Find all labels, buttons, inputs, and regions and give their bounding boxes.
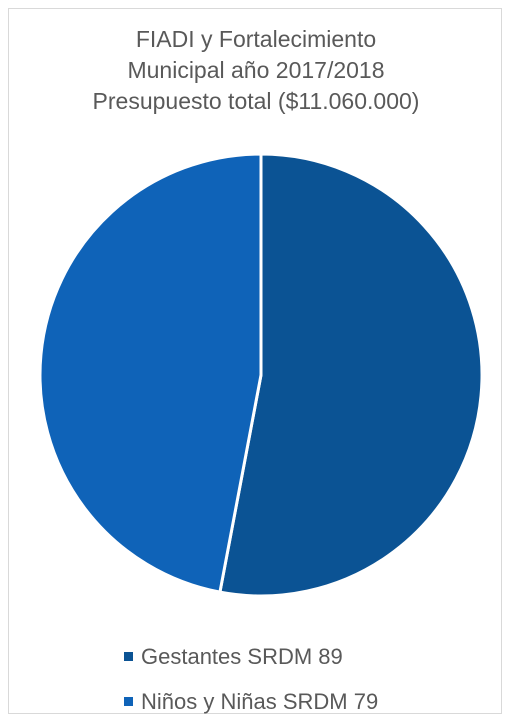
chart-title-line-3: Presupuesto total ($11.060.000) [92,88,420,114]
pie-slice-gestantes [218,152,484,598]
legend-swatch-ninos-ninas [124,697,133,706]
legend-label-ninos-ninas: Niños y Niñas SRDM 79 [141,688,379,714]
legend-item-ninos-ninas: Niños y Niñas SRDM 79 [124,679,378,724]
legend-label-gestantes: Gestantes SRDM 89 [141,643,343,669]
chart-title-line-2: Municipal año 2017/2018 [127,57,385,83]
legend-swatch-gestantes [124,652,133,661]
chart-legend: Gestantes SRDM 89 Niños y Niñas SRDM 79 [124,634,378,724]
pie-slice-ninos-ninas [38,152,263,594]
chart-title: FIADI y Fortalecimiento Municipal año 20… [0,24,512,117]
legend-item-gestantes: Gestantes SRDM 89 [124,634,378,679]
chart-title-line-1: FIADI y Fortalecimiento [135,26,377,52]
